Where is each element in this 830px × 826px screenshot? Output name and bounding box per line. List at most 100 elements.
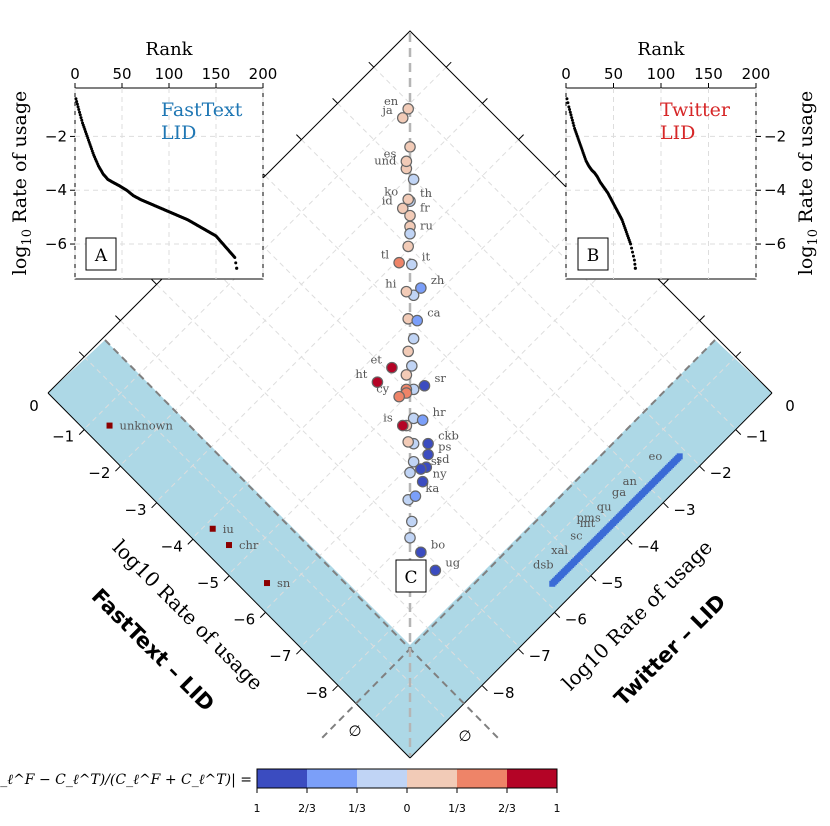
a-ytick-label: −2 — [45, 127, 67, 145]
filler-point — [402, 436, 414, 448]
b-rank-point — [568, 108, 572, 112]
a-rank-point — [79, 116, 83, 120]
lang-point-fr — [404, 209, 416, 222]
fasttext-only-strip — [48, 340, 410, 758]
lang-label-si: si — [431, 454, 441, 468]
upper-left-tick — [151, 279, 157, 285]
twitter-only-label-sn: sn — [277, 576, 291, 590]
lang-label-ug: ug — [445, 555, 460, 569]
a-xtick-label: 50 — [112, 65, 131, 83]
lang-point-bo — [415, 546, 427, 559]
left-tick-label: −2 — [88, 464, 110, 482]
panel-c-letter-box — [395, 559, 427, 593]
lang-label-ckb: ckb — [438, 429, 459, 443]
upper-left-tick — [296, 134, 302, 140]
upper-left-tick — [78, 351, 85, 358]
upper-right-tick — [518, 134, 524, 140]
lang-label-ps: ps — [438, 440, 451, 454]
left-tick-label: −3 — [124, 501, 146, 519]
right-lower-axis — [409, 392, 773, 759]
colorbar-cell — [357, 769, 407, 788]
b-rank-point — [570, 118, 574, 122]
diamond-grid-line — [192, 175, 556, 539]
b-rank-point — [567, 105, 571, 109]
b-rank-point — [629, 242, 633, 246]
upper-left-tick — [332, 98, 338, 104]
fasttext-only-label-dsb: dsb — [533, 557, 554, 571]
lang-label-und: und — [374, 154, 397, 168]
colorbar-cell — [457, 769, 507, 788]
b-ytick-label: −2 — [764, 127, 786, 145]
diamond-grid-line — [337, 320, 700, 683]
lang-label-is: is — [383, 411, 393, 425]
a-xtick-label: 200 — [249, 65, 278, 83]
lang-label-fr: fr — [420, 201, 430, 215]
left-tick — [296, 648, 302, 655]
left-axis-title: FastText – LID — [87, 584, 219, 716]
lang-point-hr — [416, 414, 429, 426]
lang-point-it — [406, 258, 418, 271]
right-tick-label: −5 — [601, 574, 623, 592]
colorbar-tick-label: 1/3 — [448, 802, 466, 815]
lang-point-sr — [418, 379, 431, 392]
lang-label-ht: ht — [355, 367, 367, 381]
b-xtick-label: 0 — [561, 65, 571, 83]
lang-point-en — [402, 103, 414, 115]
right-tick-label: −2 — [710, 464, 732, 482]
filler-point — [400, 369, 413, 381]
lang-point-ht — [371, 376, 384, 388]
fasttext-only-label-xal: xal — [551, 543, 568, 557]
left-tick — [151, 502, 157, 509]
filler-point — [407, 455, 420, 468]
fasttext-only-label-qu: qu — [597, 499, 612, 513]
panel-a-title: Rank — [145, 39, 193, 60]
lang-point-ko — [402, 193, 414, 206]
right-tick — [626, 539, 633, 545]
colorbar-tick-label: 1/3 — [348, 802, 366, 815]
twitter-only-label-unknown: unknown — [120, 419, 174, 433]
panel-a-letter: A — [94, 246, 108, 266]
panel-a: 0 50 100 150 200 −2 −4 −6 Rank log10 Rate of us… — [9, 39, 278, 280]
lang-label-bo: bo — [431, 537, 445, 551]
lang-label-zh: zh — [431, 273, 445, 287]
lang-point-tl — [393, 256, 405, 269]
diamond-grid-line — [264, 175, 628, 539]
b-xtick-label: 100 — [647, 65, 676, 83]
lang-label-ru: ru — [420, 219, 433, 233]
colorbar-cell — [307, 769, 357, 788]
b-rank-point — [633, 266, 637, 270]
upper-right-tick — [482, 98, 488, 104]
upper-right-tick — [699, 315, 705, 321]
lang-point-ny — [416, 475, 429, 488]
left-tick — [259, 612, 266, 618]
filler-point — [402, 240, 414, 253]
b-rank-point — [631, 250, 634, 254]
diamond-grid-line — [192, 247, 556, 611]
left-tick-label: −4 — [161, 537, 183, 555]
lang-point-zh — [415, 282, 427, 294]
left-tick-label: −6 — [233, 611, 255, 629]
colorbar-tick-label: 2/3 — [498, 802, 516, 815]
b-rank-point — [630, 246, 634, 250]
twitter-only-point-unknown — [106, 422, 113, 429]
a-rank-point — [233, 255, 237, 259]
a-rank-point — [76, 105, 80, 109]
a-rank-point — [80, 118, 84, 122]
left-lower-axis — [47, 392, 411, 759]
b-rank-point — [569, 113, 573, 117]
lang-point-ca — [411, 314, 424, 327]
colorbar-cell — [257, 769, 307, 788]
right-tick — [518, 648, 524, 655]
panel-a-grid — [74, 88, 264, 279]
diamond-grid-line — [156, 284, 519, 647]
twitter-only-label-chr: chr — [239, 538, 259, 552]
right-tick — [554, 612, 561, 618]
lang-point-ckb — [422, 437, 434, 450]
filler-point — [407, 173, 420, 186]
lang-label-hr: hr — [433, 405, 446, 419]
a-xtick-label: 150 — [202, 65, 231, 83]
right-tick-label: −4 — [637, 537, 659, 555]
filler-point — [406, 515, 418, 528]
lang-label-sr: sr — [434, 371, 446, 385]
